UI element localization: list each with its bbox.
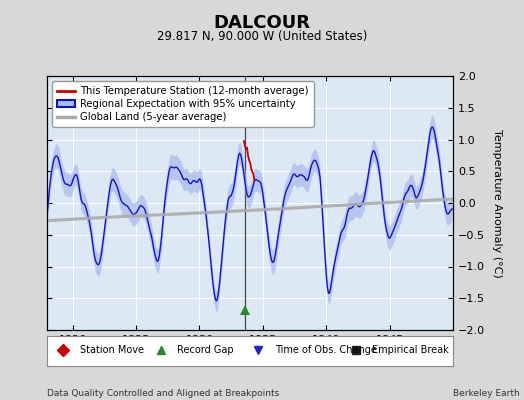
Text: Data Quality Controlled and Aligned at Breakpoints: Data Quality Controlled and Aligned at B… [47, 389, 279, 398]
Text: Record Gap: Record Gap [177, 345, 234, 355]
Text: Empirical Break: Empirical Break [372, 345, 449, 355]
Text: 29.817 N, 90.000 W (United States): 29.817 N, 90.000 W (United States) [157, 30, 367, 43]
Legend: This Temperature Station (12-month average), Regional Expectation with 95% uncer: This Temperature Station (12-month avera… [52, 81, 314, 127]
Text: Time of Obs. Change: Time of Obs. Change [275, 345, 376, 355]
Y-axis label: Temperature Anomaly (°C): Temperature Anomaly (°C) [492, 129, 502, 277]
Text: Berkeley Earth: Berkeley Earth [453, 389, 520, 398]
Text: DALCOUR: DALCOUR [213, 14, 311, 32]
Text: Station Move: Station Move [80, 345, 144, 355]
